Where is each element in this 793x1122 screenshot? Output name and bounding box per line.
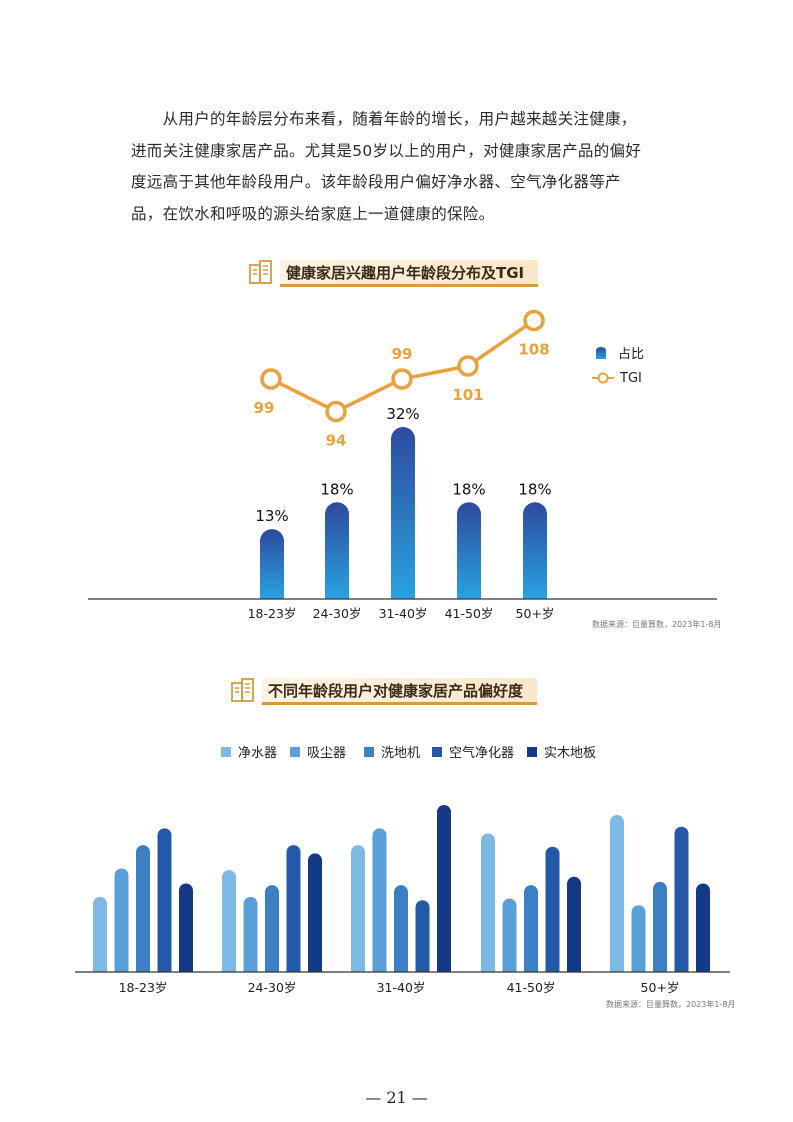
preference-bar: [653, 881, 667, 972]
share-bar: [391, 427, 415, 599]
tgi-point: [523, 309, 545, 332]
tgi-data-label: 101: [452, 386, 483, 404]
x-tick-label: 31-40岁: [377, 980, 426, 995]
tgi-point: [325, 400, 347, 423]
preference-bar: [179, 883, 193, 972]
legend-label-tgi: TGI: [620, 370, 642, 386]
legend-label: 净水器: [238, 746, 277, 761]
share-data-label: 13%: [255, 507, 288, 525]
preference-bar: [265, 885, 279, 972]
share-bar: [523, 502, 547, 599]
chart2-title-banner: 不同年龄段用户对健康家居产品偏好度: [230, 676, 538, 705]
share-data-label: 18%: [452, 480, 485, 498]
preference-bar: [136, 845, 150, 972]
tgi-point: [457, 355, 479, 377]
preference-bar: [308, 853, 322, 972]
preference-bar: [610, 815, 624, 972]
legend-label: 实木地板: [544, 746, 596, 761]
intro-paragraph: 从用户的年龄层分布来看，随着年龄的增长，用户越来越关注健康， 进而关注健康家居产…: [131, 104, 661, 230]
preference-bar: [222, 870, 236, 972]
preference-bar: [437, 805, 451, 972]
preference-bar: [394, 885, 408, 972]
chart1-legend: 占比 TGI: [592, 339, 644, 391]
tgi-data-label: 99: [254, 399, 275, 417]
chart1-title-box: 健康家居兴趣用户年龄段分布及TGI: [280, 260, 539, 287]
age-distribution-tgi-chart: 13% 18% 32% 18% 18% 99 94 99 101 108 18-23岁 24-30岁…: [88, 309, 717, 621]
chart2-source: 数据来源：巨量算数，2023年1-8月: [606, 1000, 736, 1009]
tgi-data-label: 99: [392, 345, 413, 363]
preference-bar: [286, 845, 301, 972]
share-bar: [457, 502, 481, 599]
page-number: — 21 —: [365, 1088, 428, 1107]
legend-item-tgi: TGI: [592, 365, 644, 391]
legend-item-share: 占比: [592, 339, 644, 365]
chart2-title: 不同年龄段用户对健康家居产品偏好度: [268, 681, 524, 700]
preference-bar: [696, 883, 710, 972]
preference-bar: [157, 828, 172, 972]
x-tick-label: 18-23岁: [248, 606, 297, 621]
tgi-data-label: 94: [326, 432, 347, 450]
x-tick-label: 41-50岁: [507, 980, 556, 995]
chart1-source: 数据来源：巨量算数，2023年1-8月: [592, 620, 722, 629]
preference-bar: [372, 828, 387, 972]
x-tick-label: 41-50岁: [445, 606, 494, 621]
chart1-title-banner: 健康家居兴趣用户年龄段分布及TGI: [248, 258, 539, 287]
share-data-label: 18%: [320, 480, 353, 498]
legend-swatch: [221, 747, 231, 757]
share-data-label: 32%: [386, 405, 419, 423]
x-tick-label: 18-23岁: [119, 980, 168, 995]
preference-bar: [545, 846, 560, 972]
preference-bar: [93, 896, 108, 972]
preference-bar: [351, 845, 365, 972]
tgi-point: [260, 368, 282, 390]
intro-line-2: 进而关注健康家居产品。尤其是50岁以上的用户，对健康家居产品的偏好: [131, 141, 642, 160]
building-icon: [231, 678, 254, 702]
legend-swatch: [364, 747, 374, 757]
tgi-line: [270, 319, 535, 414]
preference-bar: [674, 826, 689, 972]
legend-swatch: [290, 747, 300, 757]
intro-line-1: 从用户的年龄层分布来看，随着年龄的增长，用户越来越关注健康，: [131, 110, 637, 128]
chart2-title-box: 不同年龄段用户对健康家居产品偏好度: [262, 678, 538, 705]
preference-bar: [415, 900, 430, 972]
x-tick-label: 50+岁: [641, 980, 680, 995]
intro-line-3: 度远高于其他年龄段用户。该年龄段用户偏好净水器、空气净化器等产: [131, 173, 621, 191]
legend-swatch: [527, 747, 537, 757]
x-tick-label: 24-30岁: [313, 606, 362, 621]
preference-bar: [567, 876, 581, 972]
intro-line-4: 品，在饮水和呼吸的源头给家庭上一道健康的保险。: [131, 204, 495, 223]
x-tick-label: 31-40岁: [379, 606, 428, 621]
line-legend-icon: [592, 372, 614, 384]
legend-swatch: [432, 747, 442, 757]
preference-bar: [481, 833, 495, 972]
tgi-data-label: 108: [518, 341, 549, 359]
legend-label: 吸尘器: [307, 746, 346, 761]
share-bar: [260, 529, 284, 599]
preference-bar: [243, 896, 258, 972]
legend-label: 空气净化器: [449, 745, 514, 761]
chart1-title: 健康家居兴趣用户年龄段分布及TGI: [286, 263, 525, 282]
product-preference-chart: 净水器 吸尘器 洗地机 空气净化器 实木地板 18-23岁 24-30岁 31-40岁 41-…: [75, 745, 730, 995]
x-tick-label: 50+岁: [516, 606, 555, 621]
share-bar: [325, 502, 349, 599]
building-icon: [249, 260, 272, 284]
tgi-point: [391, 368, 413, 390]
bar-legend-icon: [596, 347, 606, 359]
share-data-label: 18%: [518, 480, 551, 498]
legend-label-share: 占比: [618, 346, 645, 362]
x-tick-label: 24-30岁: [248, 980, 297, 995]
preference-bar: [524, 885, 538, 972]
legend-label: 洗地机: [381, 746, 420, 761]
preference-bar: [502, 898, 517, 972]
preference-bar: [631, 905, 646, 972]
preference-bar: [114, 868, 129, 972]
